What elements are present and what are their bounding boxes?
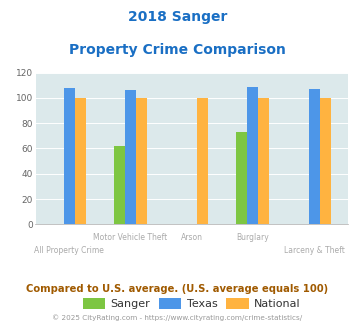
Bar	[75, 98, 86, 224]
Bar	[64, 88, 75, 224]
Bar	[236, 132, 247, 224]
Bar	[258, 98, 269, 224]
Bar	[197, 98, 208, 224]
Text: Larceny & Theft: Larceny & Theft	[284, 246, 345, 255]
Text: All Property Crime: All Property Crime	[34, 246, 104, 255]
Text: 2018 Sanger: 2018 Sanger	[128, 10, 227, 24]
Bar	[247, 86, 258, 224]
Legend: Sanger, Texas, National: Sanger, Texas, National	[78, 294, 305, 314]
Text: Burglary: Burglary	[236, 233, 269, 242]
Text: Motor Vehicle Theft: Motor Vehicle Theft	[93, 233, 168, 242]
Bar	[114, 146, 125, 224]
Text: Property Crime Comparison: Property Crime Comparison	[69, 43, 286, 57]
Bar	[309, 89, 320, 224]
Bar	[125, 90, 136, 224]
Bar	[320, 98, 331, 224]
Text: Compared to U.S. average. (U.S. average equals 100): Compared to U.S. average. (U.S. average …	[26, 284, 329, 294]
Bar	[136, 98, 147, 224]
Text: Arson: Arson	[181, 233, 203, 242]
Text: © 2025 CityRating.com - https://www.cityrating.com/crime-statistics/: © 2025 CityRating.com - https://www.city…	[53, 314, 302, 321]
